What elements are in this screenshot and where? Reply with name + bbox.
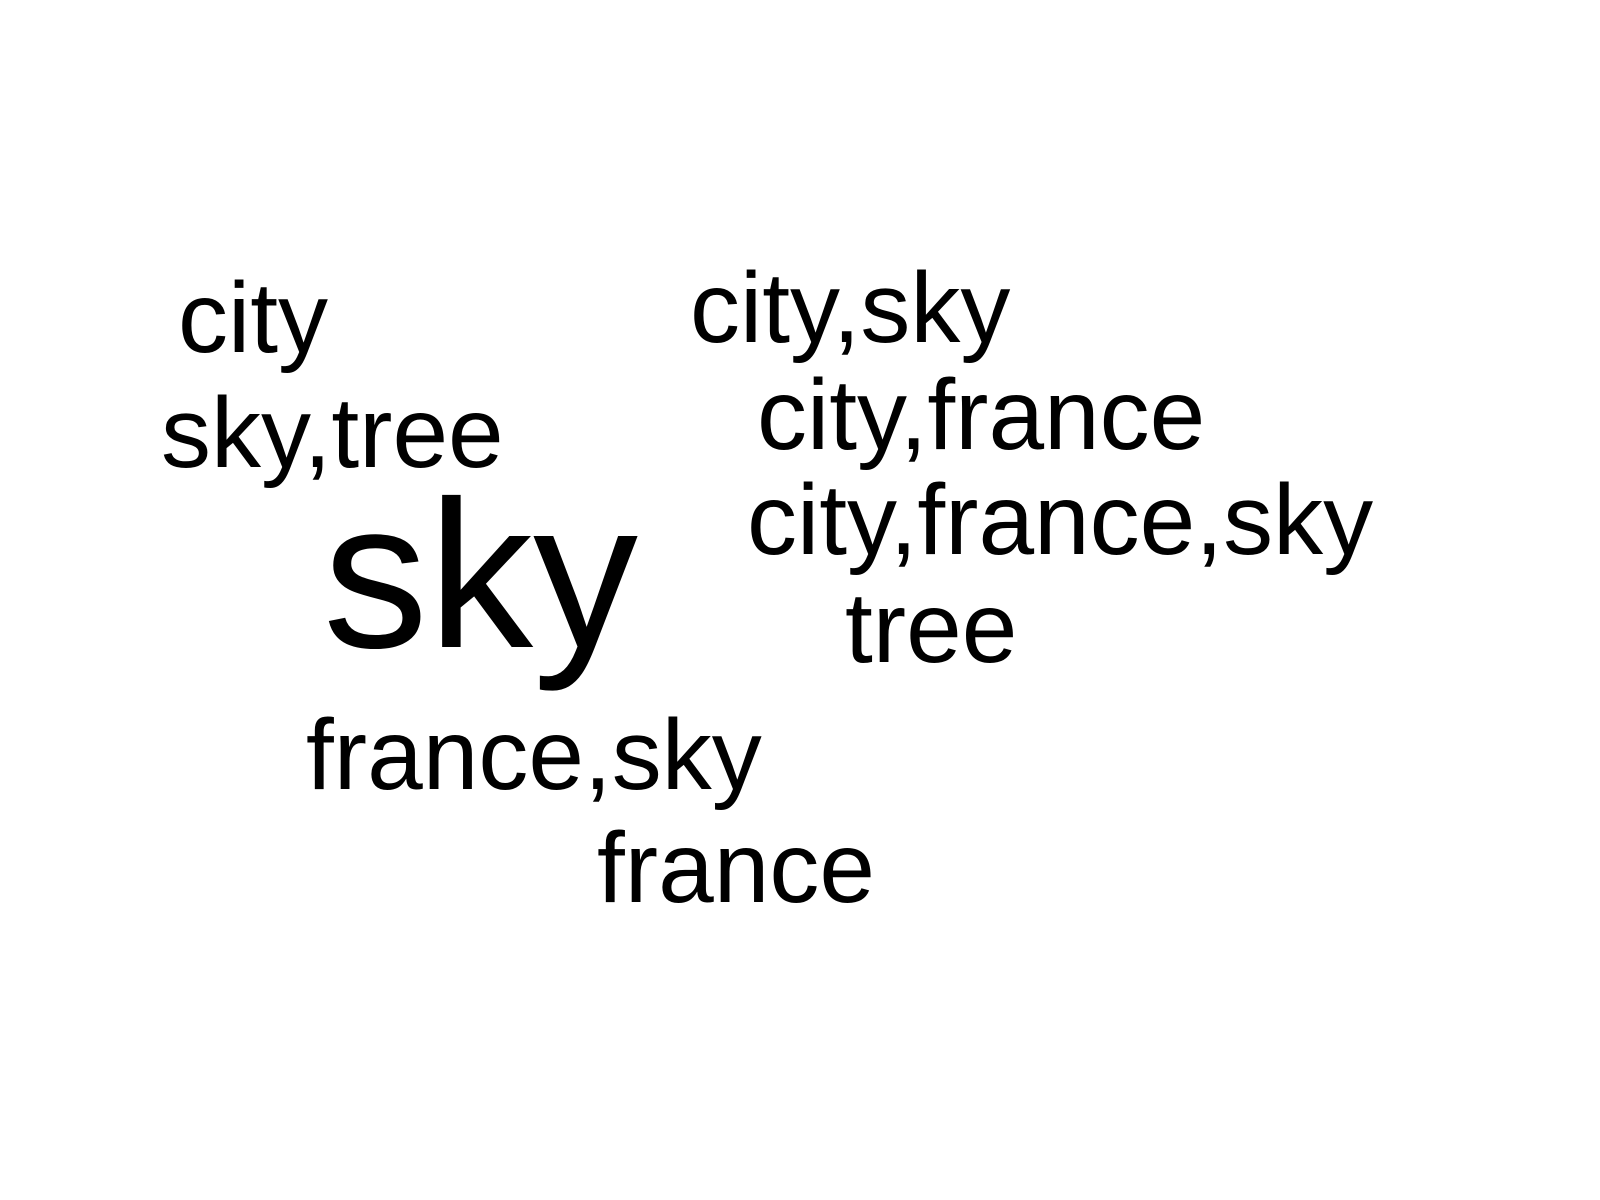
word-city-france-sky: city,france,sky [747,464,1374,576]
word-city-france: city,france [757,359,1206,471]
word-sky: sky [323,457,638,692]
word-city: city [178,262,328,374]
word-sky-tree: sky,tree [161,377,504,489]
word-france: france [597,812,875,924]
word-tree: tree [845,572,1018,684]
word-city-sky: city,sky [690,252,1011,364]
word-france-sky: france,sky [306,699,762,811]
